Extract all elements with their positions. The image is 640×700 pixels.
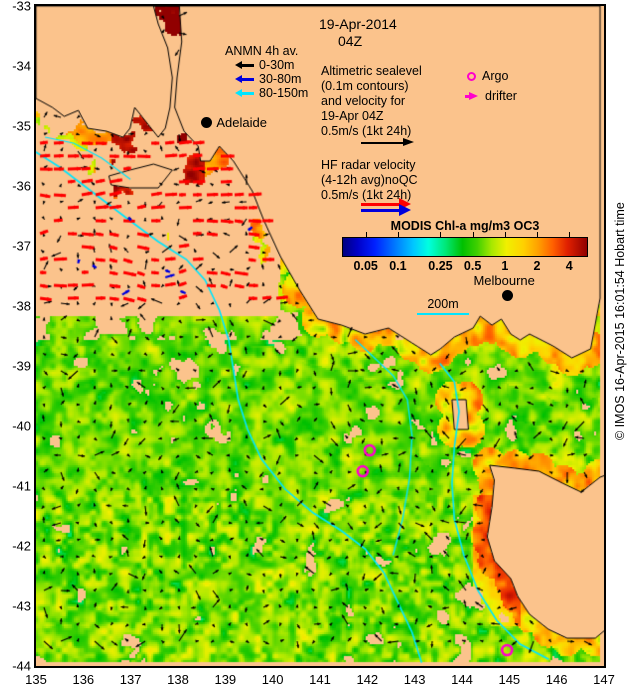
y-tick-label: -34 (12, 58, 31, 74)
colorbar-tick-mark (365, 232, 367, 238)
y-tick-label: -37 (12, 238, 31, 254)
altimetry-line-1: Altimetric sealevel (321, 64, 422, 78)
y-axis: -33 -34 -35 -36 -37 -38 -39 -40 -41 -42 -43 -44 (0, 0, 31, 674)
chlorophyll-map-canvas (36, 6, 604, 666)
x-tick-label: 145 (498, 672, 521, 687)
anmn-legend-title: ANMN 4h av. (225, 44, 299, 58)
colorbar-tick-label: 2 (533, 259, 541, 273)
anmn-velocity-legend: ANMN 4h av. 0-30m 30-80m 80-150m (225, 44, 308, 100)
colorbar (342, 237, 588, 257)
arrow-left-icon (235, 60, 255, 69)
colorbar-tick-mark (440, 232, 442, 238)
x-tick-label: 142 (356, 672, 379, 687)
colorbar-tickmarks (342, 232, 588, 238)
altimetry-scale-arrow-icon (361, 138, 415, 148)
colorbar-tick-mark (504, 232, 506, 238)
city-dot-icon (502, 289, 514, 301)
marker-legend: Argo drifter (465, 66, 517, 106)
colorbar-tick-label: 0.1 (389, 259, 407, 273)
drifter-legend-item: drifter (465, 86, 517, 106)
y-tick-label: -39 (12, 358, 31, 374)
city-label: Melbourne (473, 272, 535, 288)
arrow-left-icon (235, 74, 255, 83)
anmn-legend-item-1: 30-80m (235, 72, 308, 86)
time-label: 04Z (338, 33, 363, 49)
x-tick-label: 147 (593, 672, 615, 687)
x-tick-label: 138 (167, 672, 189, 687)
colorbar-tick-mark (536, 232, 538, 238)
colorbar-tick-label: 0.25 (428, 259, 453, 273)
colorbar-tick-mark (397, 232, 399, 238)
depth-contour-line-icon (417, 313, 469, 315)
y-tick-label: -33 (12, 0, 31, 14)
y-tick-label: -40 (12, 418, 31, 434)
hf-radar-scale-arrow-icon (361, 198, 419, 216)
city-label: Adelaide (216, 114, 267, 130)
arrow-left-icon (235, 88, 255, 97)
anmn-legend-label-2: 80-150m (259, 86, 309, 100)
depth-contour-legend: 200m (417, 297, 469, 315)
altimetry-line-3: and velocity for (321, 94, 406, 108)
depth-contour-label: 200m (427, 297, 459, 311)
y-tick-label: -41 (12, 478, 31, 494)
x-tick-label: 136 (72, 672, 95, 687)
y-tick-label: -42 (12, 538, 31, 554)
colorbar-tick-labels: 0.05 0.1 0.25 0.5 1 2 4 (342, 259, 588, 275)
argo-circle-icon (467, 71, 476, 81)
city-dot-icon (201, 116, 213, 128)
anmn-legend-label-1: 30-80m (259, 72, 302, 86)
colorbar-tick-label: 4 (565, 259, 573, 273)
drifter-legend-label: drifter (485, 89, 517, 103)
y-tick-label: -35 (12, 118, 31, 134)
date-label: 19-Apr-2014 (319, 16, 397, 32)
colorbar-tick-mark (472, 232, 474, 238)
y-tick-label: -43 (12, 598, 31, 614)
map-plot-area[interactable]: 19-Apr-2014 04Z ANMN 4h av. 0-30m 30-80m (34, 4, 606, 668)
x-tick-label: 146 (545, 672, 568, 687)
hf-radar-line-3: 0.5m/s (1kt 24h) (321, 188, 412, 202)
x-tick-label: 139 (214, 672, 237, 687)
x-axis: 135 136 137 138 139 140 141 142 143 144 145 146 147 (25, 672, 615, 692)
altimetry-line-2: (0.1m contours) (321, 79, 409, 93)
x-tick-label: 137 (119, 672, 142, 687)
argo-legend-item: Argo (465, 66, 517, 86)
colorbar-title: MODIS Chl-a mg/m3 OC3 (390, 219, 540, 233)
colorbar-tick-label: 1 (501, 259, 509, 273)
hf-radar-line-1: HF radar velocity (321, 158, 416, 172)
colorbar-tick-label: 0.05 (353, 259, 378, 273)
altimetry-line-4: 19-Apr 04Z (321, 109, 384, 123)
drifter-arrow-icon (465, 91, 479, 101)
y-tick-label: -36 (12, 178, 31, 194)
x-tick-label: 141 (309, 672, 331, 687)
anmn-legend-item-0: 0-30m (235, 58, 308, 72)
x-tick-label: 140 (261, 672, 284, 687)
colorbar-tick-mark (569, 232, 571, 238)
hf-radar-line-2: (4-12h avg)noQC (321, 173, 418, 187)
x-tick-label: 135 (25, 672, 47, 687)
x-tick-label: 143 (403, 672, 426, 687)
y-tick-label: -38 (12, 298, 31, 314)
colorbar-tick-label: 0.5 (463, 259, 482, 273)
anmn-legend-label-0: 0-30m (259, 58, 295, 72)
credit-label: © IMOS 16-Apr-2015 16:01:54 Hobart time (613, 202, 627, 440)
altimetry-line-5: 0.5m/s (1kt 24h) (321, 124, 412, 138)
y-tick-label: -44 (12, 658, 31, 674)
anmn-legend-item-2: 80-150m (235, 86, 308, 100)
x-tick-label: 144 (451, 672, 473, 687)
argo-legend-label: Argo (482, 69, 509, 83)
